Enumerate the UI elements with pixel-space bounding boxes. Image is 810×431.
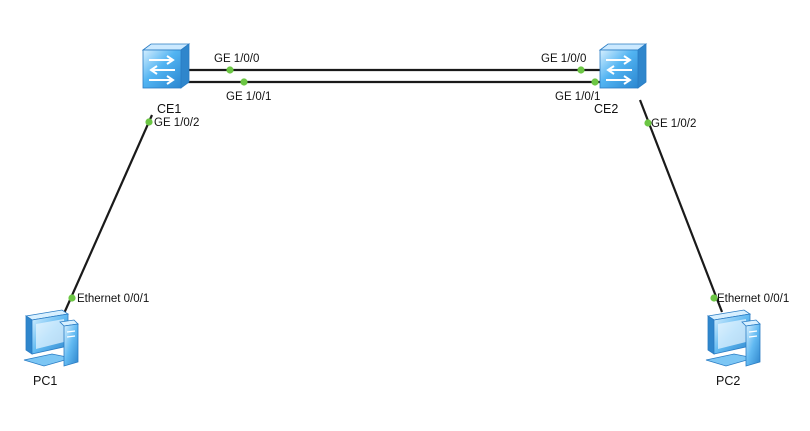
link-ce1-pc1[interactable] (60, 114, 154, 319)
switch-icon (141, 43, 191, 89)
port-label-ce2-ge102: GE 1/0/2 (651, 118, 696, 130)
port-label-ce2-ge101: GE 1/0/1 (555, 91, 600, 103)
device-ce1[interactable] (141, 43, 191, 89)
device-ce2[interactable] (598, 43, 648, 89)
port-label-ce1-ge101: GE 1/0/1 (226, 91, 271, 103)
device-label-pc2: PC2 (716, 374, 740, 388)
port-label-ce1-ge100: GE 1/0/0 (214, 53, 259, 65)
port-dot-ce2-ge101[interactable] (591, 78, 599, 86)
links (60, 68, 724, 319)
port-dot-pc1-eth[interactable] (68, 294, 76, 302)
port-dot-ce1-ge101[interactable] (240, 78, 248, 86)
link-ce2-pc2[interactable] (638, 99, 724, 313)
pc-icon (705, 309, 761, 367)
port-dot-ce2-ge102[interactable] (644, 119, 652, 127)
port-dot-pc2-eth[interactable] (710, 294, 718, 302)
device-label-pc1: PC1 (33, 374, 57, 388)
port-dot-ce1-ge100[interactable] (226, 66, 234, 74)
device-label-ce2: CE2 (594, 102, 618, 116)
port-label-ce1-ge102: GE 1/0/2 (154, 117, 199, 129)
port-dots (68, 66, 718, 302)
port-dot-ce1-ge102[interactable] (145, 118, 153, 126)
device-pc1[interactable] (23, 309, 79, 367)
port-dot-ce2-ge100[interactable] (577, 66, 585, 74)
port-labels: GE 1/0/0 GE 1/0/1 GE 1/0/2 GE 1/0/0 GE 1… (77, 53, 789, 305)
switch-icon (598, 43, 648, 89)
port-label-pc2-eth: Ethernet 0/0/1 (717, 293, 789, 305)
port-label-pc1-eth: Ethernet 0/0/1 (77, 293, 149, 305)
device-label-ce1: CE1 (157, 102, 181, 116)
device-pc2[interactable] (705, 309, 761, 367)
port-label-ce2-ge100: GE 1/0/0 (541, 53, 586, 65)
pc-icon (23, 309, 79, 367)
